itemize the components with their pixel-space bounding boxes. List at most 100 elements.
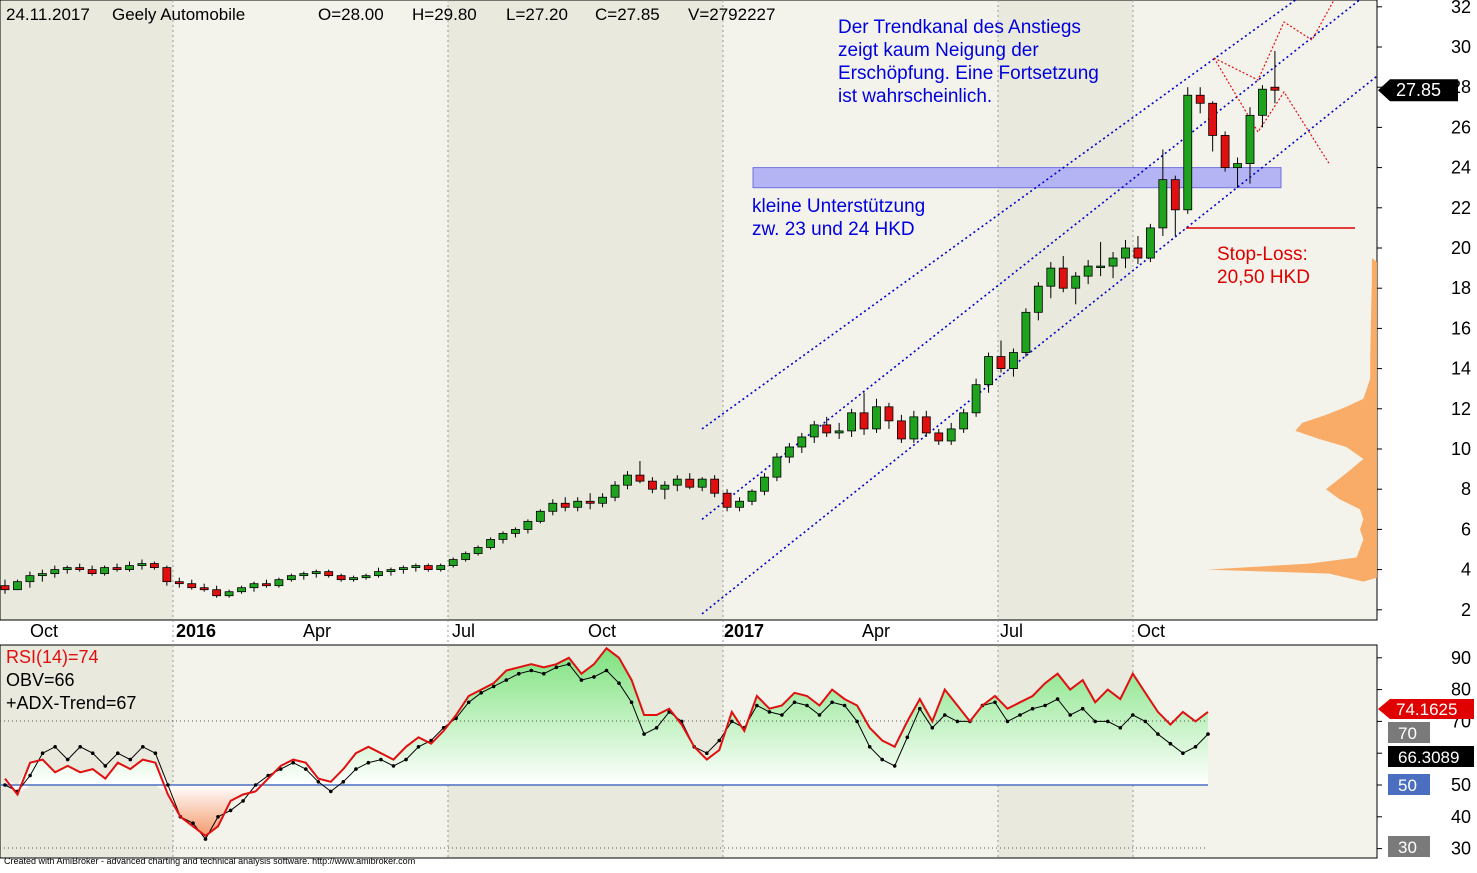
header-open: O=28.00 (318, 5, 384, 24)
obv-dot (116, 751, 120, 755)
candle-body (374, 571, 383, 577)
time-axis-label: 2017 (724, 621, 764, 641)
obv-dot (792, 700, 797, 705)
obv-dot (817, 713, 822, 717)
obv-dot (28, 773, 32, 778)
candle-body (1033, 285, 1043, 313)
rsi-fill-above-50 (5, 648, 1208, 785)
candle-body (37, 573, 47, 577)
volume-profile-area (1207, 258, 1377, 582)
obv-dot (329, 789, 333, 794)
indicator-axis-label: 90 (1451, 648, 1471, 668)
candle-body (448, 559, 458, 566)
obv-dot (90, 751, 95, 755)
obv-dot (617, 681, 621, 685)
obv-dot (629, 700, 634, 705)
obv-dot (755, 703, 759, 708)
rsi-value-tag: 74.1625 (1396, 700, 1457, 719)
shaded-quarter (0, 645, 173, 858)
obv-dot (1093, 719, 1097, 724)
obv-dot (466, 700, 471, 705)
candle-body (398, 567, 408, 571)
candle-body (1083, 265, 1093, 277)
candle-body (660, 484, 670, 490)
candle-body (735, 500, 744, 508)
time-axis-label: Apr (862, 621, 890, 641)
obv-dot (930, 726, 935, 730)
indicator-axis-label: 40 (1451, 807, 1471, 827)
price-axis-label: 2 (1461, 600, 1471, 620)
candle-body (1195, 94, 1205, 104)
obv-dot (1156, 732, 1160, 736)
stop-note: Stop-Loss: 20,50 HKD (1217, 244, 1310, 288)
candle-body (934, 432, 944, 442)
candle-body (149, 563, 159, 568)
candle-body (1146, 227, 1155, 259)
candle-body (237, 587, 246, 593)
obv-dot (805, 703, 809, 708)
candle-body (610, 484, 620, 498)
header-name: Geely Automobile (112, 5, 245, 24)
obv-dot (1181, 751, 1185, 755)
obv-dot (542, 671, 546, 676)
candle-body (535, 510, 545, 522)
obv-dot (730, 719, 734, 724)
obv-dot (216, 815, 220, 819)
price-axis-label: 24 (1451, 158, 1471, 178)
obv-dot (166, 783, 170, 787)
time-axis-label: Jul (452, 621, 475, 641)
header-close: C=27.85 (595, 5, 660, 24)
obv-dot (203, 837, 208, 841)
trend-note-line: ist wahrscheinlich. (838, 86, 992, 107)
candle-body (423, 565, 433, 571)
obv-dot (191, 821, 195, 825)
trend-note-line: zeigt kaum Neigung der (838, 40, 1039, 61)
price-axis-label: 20 (1451, 238, 1471, 258)
obv-dot (1005, 719, 1010, 724)
obv-label: OBV=66 (6, 670, 75, 690)
candle-body (722, 492, 732, 508)
obv-dot (379, 757, 383, 762)
obv-dot (416, 745, 421, 749)
candle-body (436, 565, 446, 571)
candle-body (984, 356, 993, 386)
candle-body (1170, 179, 1180, 211)
candle-body (0, 585, 10, 591)
candle-body (685, 478, 695, 488)
candle-body (174, 581, 184, 585)
candle-body (50, 569, 60, 575)
candle-body (772, 456, 782, 478)
candle-body (996, 356, 1006, 370)
trend-note: Der Trendkanal des Anstiegs zeigt kaum N… (838, 17, 1099, 107)
candle-body (648, 480, 657, 490)
indicator-axis-label: 50 (1451, 775, 1471, 795)
price-axis-label: 32 (1451, 0, 1471, 17)
obv-dot (1043, 703, 1047, 708)
obv-dot (3, 783, 7, 787)
obv-dot (1068, 713, 1072, 717)
candle-body (199, 587, 209, 591)
candle-body (847, 412, 856, 432)
obv-dot (241, 799, 245, 803)
obv-dot (65, 757, 70, 762)
candle-body (1021, 311, 1031, 353)
candle-body (760, 476, 769, 492)
candle-body (1183, 94, 1193, 211)
obv-dot (905, 735, 910, 740)
obv-dot (517, 671, 521, 676)
obv-dot (642, 732, 646, 736)
candle-body (25, 575, 35, 583)
candle-body (1220, 135, 1230, 169)
obv-dot (1080, 706, 1085, 711)
candle-body (822, 424, 832, 434)
obv-dot (1118, 726, 1123, 730)
candle-body (946, 428, 956, 442)
obv-dot (491, 684, 496, 689)
time-axis-label: 2016 (176, 621, 216, 641)
candle-body (523, 520, 533, 530)
obv-dot (1143, 719, 1148, 724)
candle-body (710, 478, 720, 494)
candle-body (909, 416, 919, 440)
candle-body (212, 589, 222, 597)
